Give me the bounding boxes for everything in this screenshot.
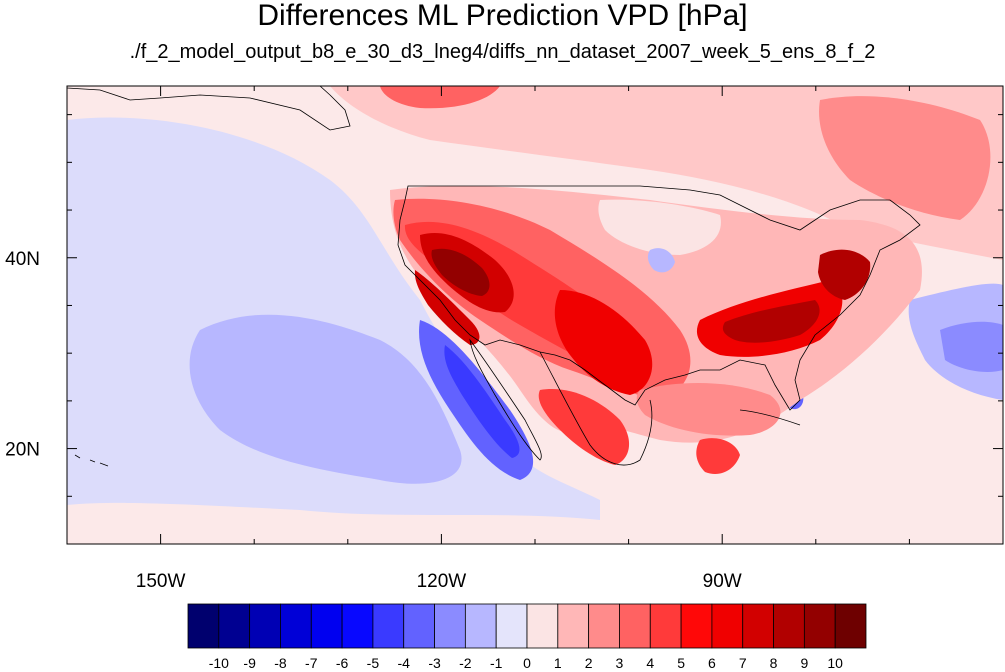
- north-east-pink: [819, 96, 991, 220]
- colorbar-swatch: [218, 603, 251, 649]
- x-tick-label: 120W: [417, 571, 467, 592]
- colorbar-swatch: [711, 603, 744, 649]
- chart-title: Differences ML Prediction VPD [hPa]: [257, 0, 748, 32]
- colorbar: -10 -9 -8 -7 -6 -5 -4 -3 -2 -1 0 1 2 3 4 5 6 7 8 9 10: [187, 603, 867, 671]
- midatlantic-dark: [818, 249, 871, 300]
- great-plains-light: [598, 199, 721, 255]
- caribbean-red: [696, 438, 740, 475]
- colorbar-label: -7: [305, 655, 318, 671]
- colorbar-label: -8: [274, 655, 287, 671]
- chart-subtitle: ./f_2_model_output_b8_e_30_d3_lneg4/diff…: [129, 41, 876, 63]
- colorbar-swatch: [403, 603, 435, 649]
- colorbar-label: -2: [459, 655, 472, 671]
- x-tick-label: 90W: [703, 571, 742, 592]
- midwest-light-blue: [647, 248, 675, 273]
- colorbar-label: 3: [616, 655, 624, 671]
- colorbar-label: 5: [677, 655, 685, 671]
- colorbar-swatch: [526, 603, 559, 649]
- colorbar-swatch: [341, 603, 374, 649]
- colorbar-label: 4: [646, 655, 654, 671]
- colorbar-label: 9: [800, 655, 808, 671]
- colorbar-label: -9: [243, 655, 256, 671]
- colorbar-label: -10: [209, 655, 229, 671]
- mexico-outline: [539, 351, 653, 466]
- baja-offshore-blue-dark: [444, 345, 520, 458]
- colorbar-swatch: [495, 603, 528, 649]
- gulf-pink: [636, 383, 781, 436]
- colorbar-label: 1: [554, 655, 562, 671]
- us-outline: [397, 185, 921, 411]
- colorbar-swatch: [434, 603, 466, 649]
- colorbar-label: -4: [398, 655, 411, 671]
- y-tick-label: 20N: [5, 440, 40, 461]
- colorbar-label: 8: [770, 655, 778, 671]
- colorbar-swatch: [187, 603, 220, 649]
- colorbar-swatch: [557, 603, 590, 649]
- baja-outline: [469, 338, 542, 461]
- colorbar-swatch: [619, 603, 651, 649]
- coastlines: [67, 86, 921, 467]
- colorbar-swatch: [649, 603, 682, 649]
- colorbar-swatch: [742, 603, 774, 649]
- colorbar-label: -6: [336, 655, 349, 671]
- axis-ticks: 150W 120W 90W 20N 40N: [5, 86, 1004, 592]
- colorbar-swatch: [588, 603, 620, 649]
- colorbar-swatch: [834, 603, 867, 649]
- mexico-red: [538, 389, 630, 465]
- y-tick-label: 40N: [5, 249, 40, 270]
- colorbar-label: 7: [739, 655, 747, 671]
- x-tick-label: 150W: [136, 571, 186, 592]
- texas-red: [554, 290, 653, 395]
- colorbar-label: 2: [585, 655, 593, 671]
- colorbar-swatch: [249, 603, 281, 649]
- cuba-outline: [739, 409, 801, 426]
- california-red: [414, 270, 480, 345]
- southeast-dark: [722, 300, 820, 343]
- colorbar-label: -3: [428, 655, 441, 671]
- hawaii-outline: [74, 454, 109, 467]
- colorbar-swatch: [803, 603, 836, 649]
- colorbar-swatch: [310, 603, 343, 649]
- colorbar-swatch: [372, 603, 405, 649]
- colorbar-swatch: [773, 603, 805, 649]
- great-basin-darker: [431, 248, 490, 296]
- colorbar-label: -5: [367, 655, 380, 671]
- difference-field: [67, 86, 1003, 520]
- atlantic-blue-2: [940, 321, 1003, 372]
- colorbar-label: 6: [708, 655, 716, 671]
- pacific-blue-2: [189, 314, 462, 484]
- alaska-outline: [67, 86, 351, 131]
- colorbar-swatch: [464, 603, 497, 649]
- map-plot-area: [67, 86, 1003, 544]
- colorbar-swatch: [280, 603, 312, 649]
- colorbar-label: -1: [490, 655, 503, 671]
- alaska-red: [380, 86, 500, 109]
- colorbar-swatch: [680, 603, 713, 649]
- colorbar-label: 0: [523, 655, 531, 671]
- colorbar-label: 10: [827, 655, 843, 671]
